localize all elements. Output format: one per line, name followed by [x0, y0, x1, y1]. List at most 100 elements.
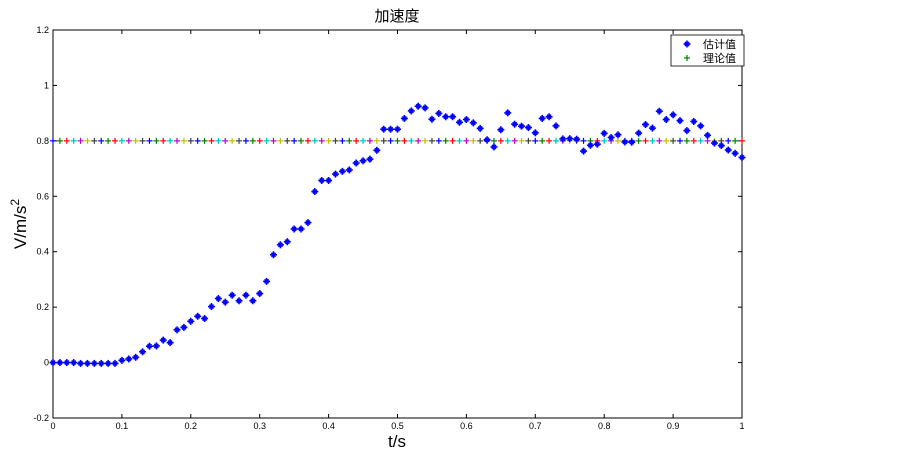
- estimate-point: [400, 114, 408, 122]
- theory-point: [208, 137, 215, 144]
- theory-point: [98, 137, 105, 144]
- theory-point: [63, 137, 70, 144]
- estimate-point: [628, 138, 636, 146]
- estimate-point: [104, 359, 112, 367]
- theory-point: [160, 137, 167, 144]
- legend-label-estimate: 估计值: [703, 38, 736, 51]
- estimate-point: [318, 176, 326, 184]
- theory-point: [249, 137, 256, 144]
- estimate-point: [125, 355, 133, 363]
- estimate-point: [676, 117, 684, 125]
- theory-point: [125, 137, 132, 144]
- estimate-point: [731, 149, 739, 157]
- x-tick-label: 0.6: [460, 421, 473, 431]
- theory-point: [277, 137, 284, 144]
- theory-point: [504, 137, 511, 144]
- theory-point: [201, 137, 208, 144]
- theory-point: [490, 137, 497, 144]
- estimate-point: [207, 303, 215, 311]
- x-tick-label: 0.7: [529, 421, 542, 431]
- estimate-point: [407, 107, 415, 115]
- estimate-point: [325, 176, 333, 184]
- estimate-point: [490, 143, 498, 151]
- theory-point: [366, 137, 373, 144]
- theory-point: [552, 137, 559, 144]
- estimate-point: [311, 188, 319, 196]
- theory-point: [187, 137, 194, 144]
- theory-point: [739, 137, 745, 144]
- estimate-point: [483, 136, 491, 144]
- theory-point: [442, 137, 449, 144]
- estimate-point: [249, 297, 257, 305]
- y-tick-label: 1: [44, 80, 49, 90]
- theory-point: [676, 137, 683, 144]
- estimate-point: [345, 166, 353, 174]
- estimate-point: [614, 131, 622, 139]
- estimate-point: [421, 104, 429, 112]
- estimate-point: [655, 107, 663, 115]
- theory-point: [332, 137, 339, 144]
- theory-point: [725, 137, 732, 144]
- estimate-point: [607, 134, 615, 142]
- estimate-point: [449, 113, 457, 121]
- theory-point: [456, 137, 463, 144]
- estimate-point: [338, 167, 346, 175]
- estimate-point: [359, 157, 367, 165]
- estimate-point: [304, 219, 312, 227]
- theory-point: [656, 137, 663, 144]
- theory-point: [311, 137, 318, 144]
- theory-point: [670, 137, 677, 144]
- theory-point: [304, 137, 311, 144]
- x-tick-label: 0.5: [391, 421, 404, 431]
- plot-area: [52, 29, 743, 419]
- estimate-point: [462, 116, 470, 124]
- theory-point: [422, 137, 429, 144]
- theory-point: [256, 137, 263, 144]
- theory-point: [298, 137, 305, 144]
- theory-point: [291, 137, 298, 144]
- theory-point: [284, 137, 291, 144]
- theory-point: [373, 137, 380, 144]
- theory-point: [242, 137, 249, 144]
- estimate-point: [90, 359, 98, 367]
- theory-point: [415, 137, 422, 144]
- estimate-point: [710, 139, 718, 147]
- theory-point: [132, 137, 139, 144]
- chart-title: 加速度: [374, 8, 419, 25]
- theory-point: [697, 137, 704, 144]
- estimate-point: [97, 359, 105, 367]
- theory-point: [215, 137, 222, 144]
- estimate-point: [180, 323, 188, 331]
- estimate-point: [669, 111, 677, 119]
- x-tick-label: 0.9: [667, 421, 680, 431]
- theory-point: [84, 137, 91, 144]
- estimate-point: [132, 353, 140, 361]
- estimate-point: [201, 315, 209, 323]
- estimate-point: [648, 124, 656, 132]
- theory-point: [642, 137, 649, 144]
- estimate-point: [387, 125, 395, 133]
- theory-point: [339, 137, 346, 144]
- estimate-point: [159, 336, 167, 344]
- estimate-point: [49, 359, 57, 367]
- x-tick-label: 0.1: [116, 421, 129, 431]
- estimate-point: [469, 119, 477, 127]
- theory-point: [394, 137, 401, 144]
- theory-point: [732, 137, 739, 144]
- estimate-point: [228, 291, 236, 299]
- legend-label-theory: 理论值: [703, 51, 736, 65]
- theory-point: [601, 137, 608, 144]
- estimate-point: [166, 339, 174, 347]
- y-tick-label: 0.6: [36, 191, 49, 201]
- theory-point: [449, 137, 456, 144]
- theory-point: [649, 137, 656, 144]
- estimate-point: [435, 109, 443, 117]
- estimate-point: [331, 170, 339, 178]
- theory-point: [518, 137, 525, 144]
- estimate-point: [662, 116, 670, 124]
- theory-point: [325, 137, 332, 144]
- estimate-point: [621, 138, 629, 146]
- estimate-point: [593, 140, 601, 148]
- theory-point: [614, 137, 621, 144]
- theory-point: [477, 137, 484, 144]
